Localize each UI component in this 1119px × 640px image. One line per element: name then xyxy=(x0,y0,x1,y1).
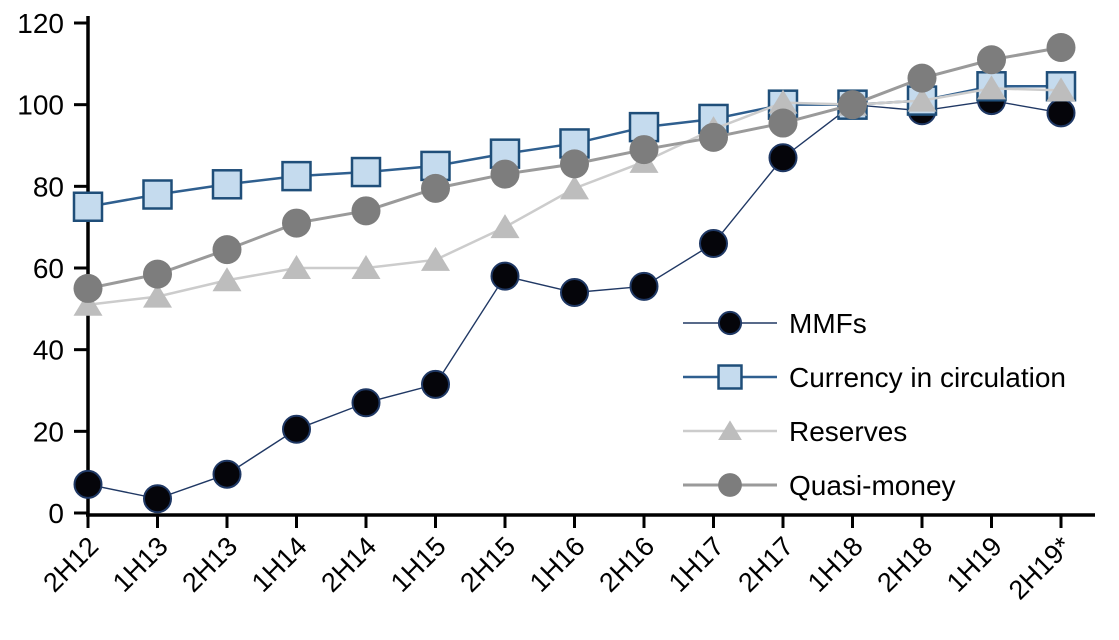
marker-currency-in-circulation xyxy=(211,169,243,200)
marker-mmfs xyxy=(768,143,798,173)
marker-quasi-money xyxy=(838,90,867,120)
marker-quasi-money xyxy=(143,259,172,289)
legend-item-quasi-money: Quasi-money xyxy=(683,470,956,501)
x-tick-label: 2H18 xyxy=(871,531,938,598)
x-tick-label: 1H19 xyxy=(941,531,1008,598)
marker-quasi-money xyxy=(768,108,798,138)
marker-reserves xyxy=(212,267,242,292)
y-tick-label: 60 xyxy=(33,253,64,284)
y-tick-label: 120 xyxy=(17,8,64,39)
x-tick-label: 2H19* xyxy=(1003,531,1078,606)
marker-quasi-money xyxy=(73,273,103,303)
marker-currency-in-circulation xyxy=(717,364,743,390)
marker-reserves xyxy=(718,420,742,441)
x-tick-label: 1H13 xyxy=(107,531,174,598)
x-tick-label: 1H18 xyxy=(802,531,869,598)
y-tick-label: 20 xyxy=(33,416,64,447)
marker-quasi-money xyxy=(560,149,589,179)
marker-quasi-money xyxy=(718,473,742,497)
x-tick-label: 2H17 xyxy=(732,531,799,598)
marker-reserves xyxy=(560,175,589,200)
legend-item-mmfs: MMFs xyxy=(683,308,867,339)
marker-quasi-money xyxy=(421,173,450,203)
x-tick-label: 2H12 xyxy=(37,531,104,598)
marker-mmfs xyxy=(699,229,728,258)
legend-item-reserves: Reserves xyxy=(683,416,907,447)
marker-reserves xyxy=(282,255,311,279)
x-tick-label: 1H14 xyxy=(246,531,313,598)
marker-mmfs xyxy=(212,459,242,489)
marker-mmfs xyxy=(629,271,659,301)
y-tick-label: 80 xyxy=(33,171,64,202)
marker-currency-in-circulation xyxy=(350,156,382,188)
marker-mmfs xyxy=(143,484,172,514)
marker-currency-in-circulation xyxy=(142,179,173,210)
marker-reserves xyxy=(421,246,450,271)
y-tick-label: 0 xyxy=(48,498,64,529)
legend-label: Reserves xyxy=(789,416,907,447)
marker-quasi-money xyxy=(977,45,1006,75)
marker-mmfs xyxy=(560,278,589,307)
marker-reserves xyxy=(351,255,381,279)
marker-mmfs xyxy=(1046,98,1076,128)
x-tick-label: 2H15 xyxy=(454,531,521,598)
x-tick-label: 1H16 xyxy=(524,531,591,598)
legend-item-currency-in-circulation: Currency in circulation xyxy=(683,362,1066,393)
marker-mmfs xyxy=(351,388,381,418)
marker-mmfs xyxy=(421,369,450,399)
x-axis: 2H12 1H13 2H13 1H14 2H14 1H15 2H15 1H16 2H16 1H17… xyxy=(37,513,1095,606)
x-tick-label: 1H15 xyxy=(385,531,452,598)
marker-reserves xyxy=(73,291,103,316)
marker-reserves xyxy=(143,283,172,308)
marker-currency-in-circulation xyxy=(72,191,104,222)
legend: MMFs Currency in circulation Reserves Quasi… xyxy=(683,308,1066,501)
marker-mmfs xyxy=(717,310,743,336)
y-tick-label: 100 xyxy=(17,90,64,121)
marker-quasi-money xyxy=(212,235,242,265)
x-tick-label: 1H17 xyxy=(663,531,730,598)
x-tick-label: 2H14 xyxy=(315,531,382,598)
marker-quasi-money xyxy=(490,159,520,189)
y-tick-label: 40 xyxy=(33,335,64,366)
marker-quasi-money xyxy=(629,135,659,165)
marker-reserves xyxy=(977,75,1006,100)
marker-currency-in-circulation xyxy=(281,160,312,192)
marker-mmfs xyxy=(282,414,311,444)
marker-reserves xyxy=(490,214,520,239)
y-axis: 0 20 40 60 80 100 120 xyxy=(17,8,90,529)
marker-quasi-money xyxy=(282,208,311,238)
marker-reserves xyxy=(907,87,937,112)
marker-quasi-money xyxy=(1046,33,1076,62)
marker-reserves xyxy=(1046,77,1076,102)
x-tick-label: 2H13 xyxy=(176,531,243,598)
marker-mmfs xyxy=(490,261,520,291)
marker-quasi-money xyxy=(907,63,937,93)
legend-label: MMFs xyxy=(789,308,867,339)
marker-quasi-money xyxy=(699,122,728,152)
x-tick-label: 2H16 xyxy=(593,531,660,598)
marker-quasi-money xyxy=(351,196,381,226)
marker-mmfs xyxy=(73,469,103,499)
marker-reserves xyxy=(768,89,798,114)
legend-label: Currency in circulation xyxy=(789,362,1066,393)
series-quasi-money xyxy=(73,33,1076,303)
legend-label: Quasi-money xyxy=(789,470,956,501)
